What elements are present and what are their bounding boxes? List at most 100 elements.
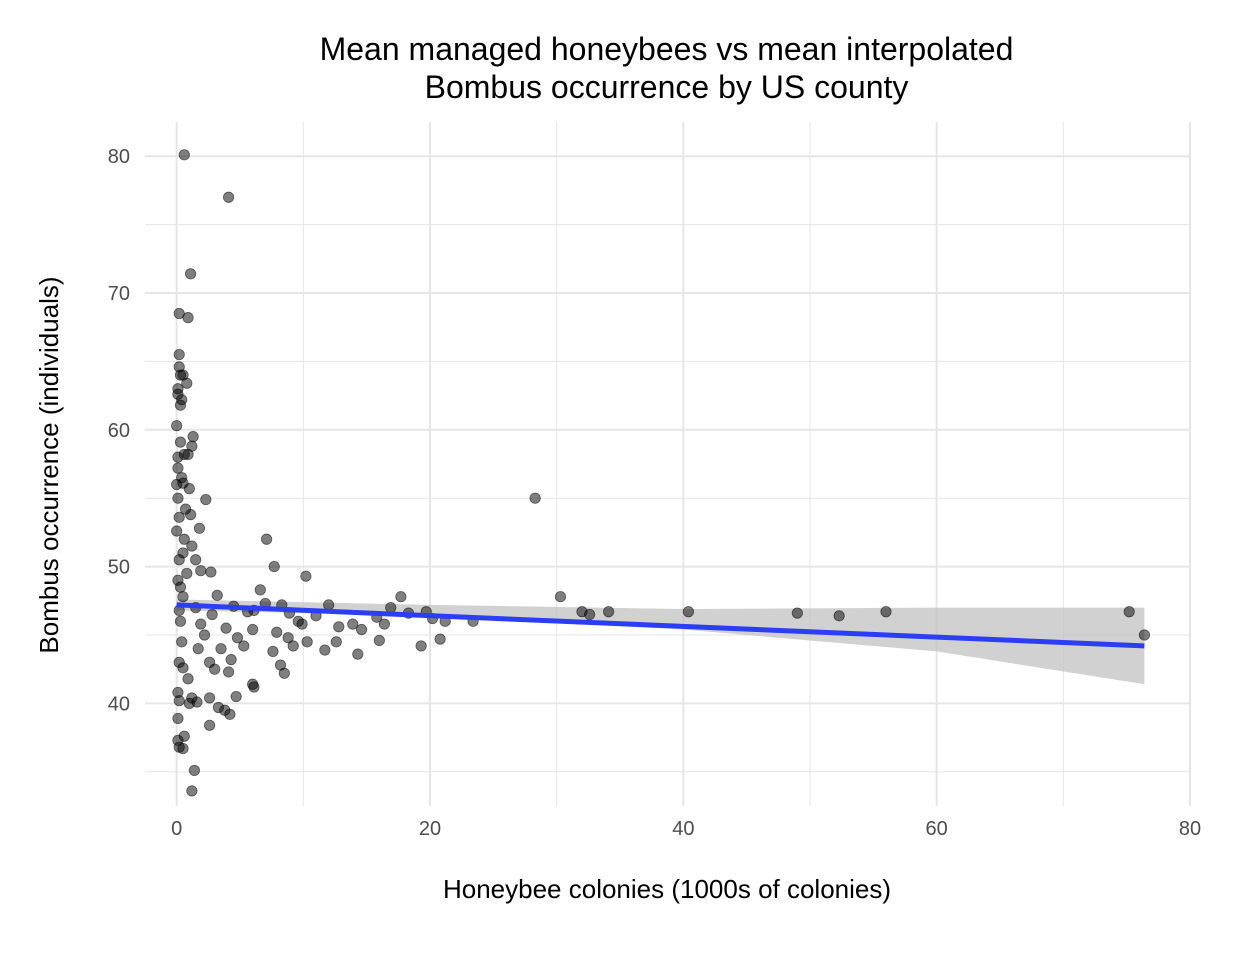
x-tick-label: 20 (419, 818, 441, 840)
data-point (182, 312, 194, 324)
data-point (204, 692, 216, 704)
data-point (583, 608, 596, 621)
data-point (319, 644, 331, 656)
data-point (182, 448, 194, 461)
data-point (267, 645, 279, 658)
data-point (193, 522, 206, 534)
data-point (254, 584, 266, 596)
data-point (183, 483, 195, 495)
confidence-band-layer (176, 599, 1145, 685)
data-point (238, 640, 250, 652)
data-point (186, 540, 198, 552)
data-point (178, 149, 190, 161)
data-point (247, 623, 259, 636)
data-point (791, 607, 803, 619)
data-point (378, 618, 390, 630)
data-point (173, 348, 185, 361)
data-point (174, 581, 187, 593)
data-point (171, 420, 183, 432)
data-point (282, 632, 294, 644)
data-point (204, 719, 216, 731)
data-point (209, 663, 221, 675)
data-point (182, 673, 194, 685)
data-point (174, 615, 187, 627)
data-point (373, 634, 385, 647)
data-point (195, 565, 207, 577)
data-point (333, 621, 345, 633)
tick-labels: 0 20 40 60 80 40 50 60 70 80 (108, 146, 1201, 840)
data-point (173, 695, 185, 707)
data-point (223, 191, 235, 203)
data-point (347, 618, 359, 630)
data-point (177, 742, 189, 755)
data-point (215, 643, 227, 655)
data-point (1123, 606, 1135, 618)
data-point (529, 492, 541, 504)
data-point (200, 493, 212, 506)
data-point (225, 654, 237, 666)
data-point (434, 633, 446, 645)
y-tick-label: 80 (108, 146, 130, 168)
data-point (296, 618, 308, 630)
data-point (198, 629, 211, 641)
data-point (192, 643, 204, 655)
data-point (195, 618, 207, 630)
y-tick-label: 60 (108, 420, 130, 442)
data-point (172, 712, 184, 725)
x-tick-label: 60 (926, 818, 948, 840)
x-axis-title: Honeybee colonies (1000s of colonies) (443, 874, 891, 904)
data-point (186, 785, 198, 797)
data-point (395, 591, 407, 603)
data-point (260, 533, 273, 545)
data-point (554, 591, 567, 603)
data-point (171, 525, 183, 537)
data-point (248, 681, 260, 693)
data-point (206, 608, 218, 621)
x-tick-label: 40 (672, 818, 694, 840)
data-point (174, 369, 187, 381)
y-tick-label: 40 (108, 693, 130, 715)
trend-line (176, 602, 1145, 649)
data-point (1138, 629, 1151, 641)
data-point (183, 697, 195, 710)
data-point (181, 567, 193, 580)
confidence-band (176, 599, 1145, 685)
grid-major (145, 122, 1191, 806)
data-point (176, 636, 188, 648)
trend-layer (176, 602, 1145, 649)
data-point (179, 503, 192, 515)
y-axis-title: Bombus occurrence (individuals) (34, 276, 64, 653)
data-point (415, 640, 427, 652)
data-point (833, 610, 845, 622)
x-tick-label: 80 (1179, 818, 1201, 840)
data-point (177, 591, 189, 603)
chart-title-line-2: Bombus occurrence by US county (424, 69, 909, 105)
data-point (188, 764, 200, 777)
data-point (174, 436, 187, 448)
y-tick-label: 50 (108, 557, 130, 579)
data-point (211, 589, 223, 601)
data-point (355, 623, 368, 636)
data-point (223, 666, 235, 678)
data-point (205, 566, 217, 578)
data-point (323, 599, 335, 611)
data-point (602, 606, 615, 618)
data-point (231, 632, 244, 644)
grid-minor (145, 122, 1190, 806)
data-point (301, 636, 313, 648)
data-point (177, 662, 189, 674)
data-point (330, 636, 342, 648)
data-point (278, 667, 290, 679)
x-tick-label: 0 (171, 818, 182, 840)
data-point (181, 377, 193, 389)
y-tick-label: 70 (108, 283, 130, 305)
data-point (352, 648, 364, 660)
data-point (178, 533, 190, 545)
points-layer (171, 149, 1151, 797)
data-point (172, 492, 184, 504)
chart-title: Mean managed honeybees vs mean interpola… (0, 30, 1248, 106)
data-point (682, 606, 695, 618)
data-point (172, 462, 184, 474)
data-point (287, 640, 299, 652)
